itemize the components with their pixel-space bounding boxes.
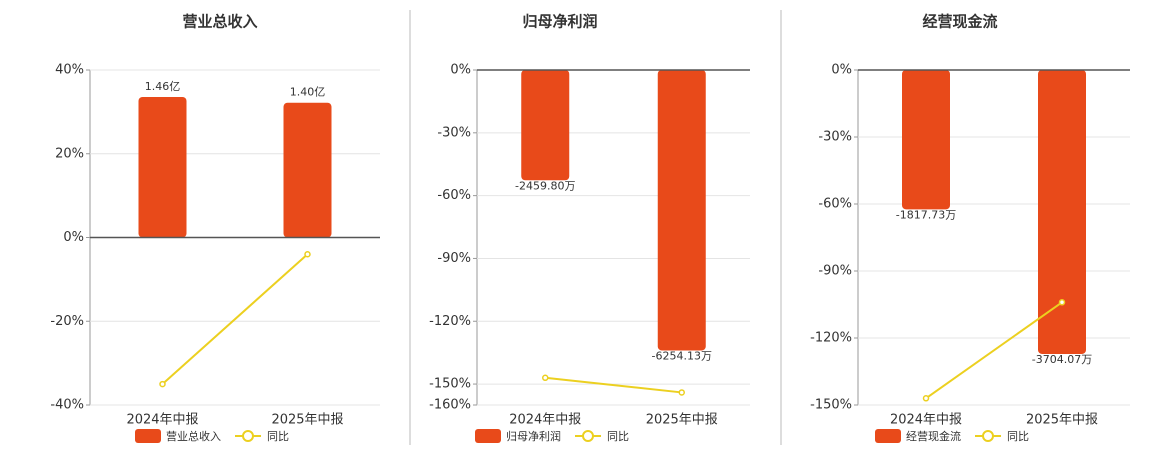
y-tick-label: 0% — [450, 63, 471, 78]
value-label: 1.40亿 — [290, 86, 326, 99]
y-tick-label: -90% — [818, 264, 852, 279]
legend-label: 同比 — [267, 430, 289, 443]
legend-label: 营业总收入 — [166, 429, 221, 443]
yoy-point — [542, 374, 549, 382]
bar — [902, 70, 950, 210]
y-tick-label: -150% — [429, 377, 471, 392]
bar — [657, 70, 706, 351]
value-label: -3704.07万 — [1032, 353, 1092, 366]
value-label: -2459.80万 — [515, 179, 575, 192]
y-tick-label: -60% — [818, 197, 852, 212]
legend-marker — [582, 430, 594, 442]
yoy-line — [161, 253, 309, 385]
x-tick-label: 2024年中报 — [890, 413, 962, 428]
y-tick-label: -120% — [810, 331, 852, 346]
y-tick-label: -40% — [50, 398, 84, 413]
yoy-point — [159, 380, 166, 388]
y-tick-label: -120% — [429, 314, 471, 329]
yoy-point — [922, 395, 930, 402]
bar — [283, 102, 332, 238]
y-tick-label: 40% — [55, 63, 84, 78]
y-tick-label: 20% — [55, 146, 84, 161]
x-tick-label: 2025年中报 — [1026, 413, 1098, 428]
legend-label: 同比 — [607, 430, 629, 443]
bar — [138, 96, 187, 238]
y-tick-label: -90% — [437, 251, 471, 266]
yoy-line — [925, 301, 1063, 400]
legend-label: 同比 — [1007, 430, 1029, 443]
y-tick-label: -160% — [429, 398, 471, 413]
legend-swatch — [875, 429, 901, 443]
x-tick-label: 2025年中报 — [271, 413, 343, 428]
legend-marker — [242, 430, 254, 442]
legend-label: 经营现金流 — [906, 429, 961, 443]
yoy-point — [304, 251, 311, 258]
bar — [521, 70, 570, 181]
value-label: -6254.13万 — [652, 349, 712, 362]
y-tick-label: -60% — [437, 188, 471, 203]
y-tick-label: -20% — [50, 314, 84, 329]
x-tick-label: 2024年中报 — [509, 413, 581, 428]
y-tick-label: -30% — [818, 130, 852, 145]
yoy-line — [545, 376, 682, 394]
value-label: -1817.73万 — [896, 208, 956, 221]
x-tick-label: 2024年中报 — [126, 413, 198, 428]
legend-marker — [982, 430, 994, 442]
y-tick-label: -150% — [810, 398, 852, 413]
y-tick-label: -30% — [437, 125, 471, 140]
chart-title: 经营现金流 — [922, 13, 997, 31]
legend-swatch — [475, 429, 501, 443]
chart-title: 归母净利润 — [522, 13, 597, 31]
x-tick-label: 2025年中报 — [646, 413, 718, 428]
legend-swatch — [135, 429, 161, 443]
yoy-point — [1058, 299, 1066, 306]
bar — [1038, 70, 1086, 354]
value-label: 1.46亿 — [145, 80, 181, 93]
y-tick-label: 0% — [63, 230, 84, 245]
legend-label: 归母净利润 — [506, 429, 561, 443]
yoy-point — [678, 389, 685, 396]
y-tick-label: 0% — [831, 63, 852, 78]
chart-title: 营业总收入 — [182, 13, 257, 31]
